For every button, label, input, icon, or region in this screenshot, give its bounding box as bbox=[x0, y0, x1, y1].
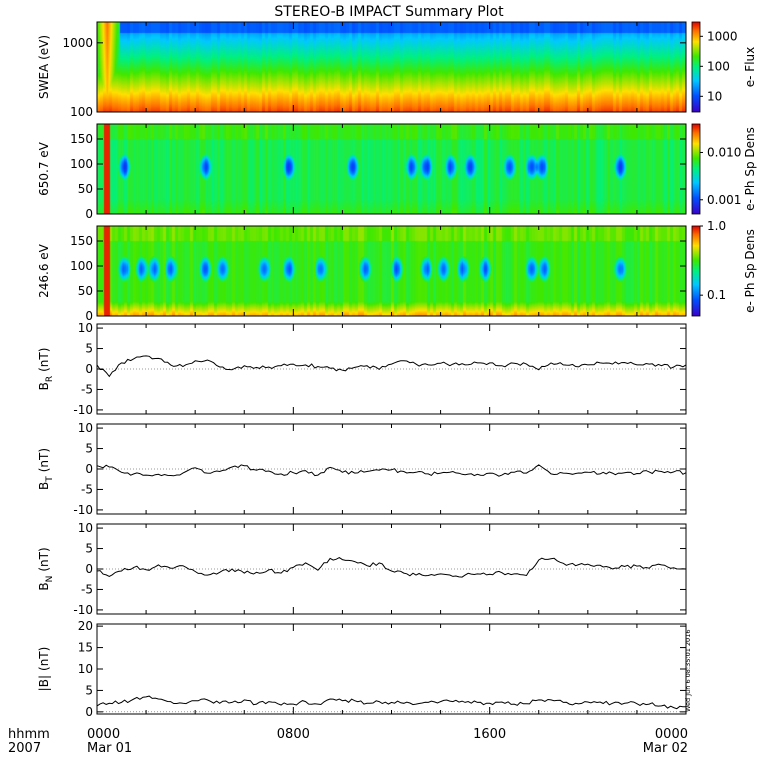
y-tick-label: 1000 bbox=[62, 36, 93, 50]
colorbar-label: e- Ph Sp Dens bbox=[743, 127, 757, 211]
y-tick-label: -10 bbox=[73, 403, 93, 417]
y-tick-label: 5 bbox=[85, 442, 93, 456]
series-line-bn bbox=[96, 557, 687, 578]
panel-pad650: 0.001 0.010 e- Ph Sp Dens 0 50 100 150 650.7 eV bbox=[37, 123, 757, 221]
panel-swea: 10 100 1000 e- Flux 100 1000 SWEA (eV) bbox=[37, 21, 757, 119]
panel-bn: -10 -5 0 5 10 BN (nT) bbox=[37, 521, 687, 617]
colorbar-tick-label: 0.1 bbox=[707, 288, 726, 302]
y-label-main: B bbox=[37, 482, 51, 490]
y-label-sub: N bbox=[45, 576, 55, 583]
y-label-unit: (nT) bbox=[37, 348, 51, 372]
date-tick-label: Mar 01 bbox=[87, 741, 132, 756]
y-tick-label: 0 bbox=[85, 462, 93, 476]
colorbar-tick-label: 1.0 bbox=[707, 219, 726, 233]
colorbar-tick-label: 0.001 bbox=[707, 193, 741, 207]
y-tick-label: 0 bbox=[85, 207, 93, 221]
y-tick-label: 150 bbox=[70, 132, 93, 146]
y-axis-label: SWEA (eV) bbox=[37, 35, 51, 99]
y-axis-label: BT (nT) bbox=[37, 448, 55, 490]
y-tick-label: 15 bbox=[78, 641, 93, 655]
y-axis-label: BR (nT) bbox=[37, 348, 55, 391]
y-axis-label: BN (nT) bbox=[37, 547, 55, 590]
time-tick-label: 0000 bbox=[87, 727, 120, 742]
y-axis-label: 650.7 eV bbox=[37, 141, 51, 196]
panel-frame bbox=[96, 623, 687, 715]
y-tick-label: 100 bbox=[70, 157, 93, 171]
colorbar-pad650 bbox=[691, 123, 701, 215]
time-tick-label: 0000 bbox=[655, 727, 688, 742]
colorbar-pad246 bbox=[691, 225, 701, 317]
time-tick-label: 1600 bbox=[473, 727, 506, 742]
y-label-unit: (nT) bbox=[37, 647, 51, 671]
panel-bt: -10 -5 0 5 10 BT (nT) bbox=[37, 421, 687, 517]
y-tick-label: 20 bbox=[78, 619, 93, 633]
colorbar-tick-label: 1000 bbox=[707, 29, 738, 43]
y-tick-label: -5 bbox=[81, 582, 93, 596]
y-tick-label: -10 bbox=[73, 603, 93, 617]
y-tick-label: 0 bbox=[85, 362, 93, 376]
colorbar-label: e- Flux bbox=[743, 47, 757, 87]
timestamp-label: Wed Jun 6 08:35:01 2016 bbox=[684, 630, 692, 712]
series-line-bt bbox=[96, 464, 687, 477]
y-label-unit: (nT) bbox=[37, 448, 51, 472]
y-label-main: B bbox=[37, 382, 51, 390]
y-tick-label: 10 bbox=[78, 521, 93, 535]
y-tick-label: 50 bbox=[78, 284, 93, 298]
y-tick-label: -10 bbox=[73, 503, 93, 517]
plot-title: STEREO-B IMPACT Summary Plot bbox=[274, 4, 504, 20]
colorbar-swea bbox=[691, 21, 701, 113]
y-axis-label: 246.6 eV bbox=[37, 243, 51, 298]
y-tick-label: 10 bbox=[78, 421, 93, 435]
panel-pad246: 0.1 1.0 e- Ph Sp Dens 0 50 100 150 246.6 eV bbox=[37, 219, 757, 323]
y-label-main: B bbox=[37, 582, 51, 590]
y-tick-label: -5 bbox=[81, 382, 93, 396]
y-tick-label: 0 bbox=[85, 705, 93, 719]
heatmap-image-pad650 bbox=[97, 124, 686, 214]
y-tick-label: 100 bbox=[70, 105, 93, 119]
y-axis-label: |B| (nT) bbox=[37, 647, 51, 692]
colorbar-tick-label: 100 bbox=[707, 59, 730, 73]
y-tick-label: 5 bbox=[85, 683, 93, 697]
panel-bmag: 0 5 10 15 20 |B| (nT) bbox=[37, 619, 687, 719]
y-label-main: |B| bbox=[37, 675, 51, 691]
colorbar-tick-label: 10 bbox=[707, 89, 722, 103]
colorbar-tick-label: 0.010 bbox=[707, 145, 741, 159]
y-tick-label: 150 bbox=[70, 234, 93, 248]
y-tick-label: 0 bbox=[85, 562, 93, 576]
y-tick-label: 10 bbox=[78, 321, 93, 335]
date-tick-label: Mar 02 bbox=[643, 741, 688, 756]
y-tick-label: 0 bbox=[85, 309, 93, 323]
time-axis-corner-top: hhmm bbox=[8, 727, 50, 742]
y-label-unit: (nT) bbox=[37, 547, 51, 571]
colorbar-label: e- Ph Sp Dens bbox=[743, 229, 757, 313]
y-tick-label: 5 bbox=[85, 542, 93, 556]
series-line-br bbox=[96, 355, 687, 378]
series-line-bmag bbox=[96, 695, 686, 710]
y-tick-label: 5 bbox=[85, 342, 93, 356]
y-tick-label: 50 bbox=[78, 182, 93, 196]
y-label-sub: R bbox=[45, 376, 55, 382]
time-tick-label: 0800 bbox=[277, 727, 310, 742]
y-tick-label: -5 bbox=[81, 482, 93, 496]
heatmap-image-swea bbox=[97, 22, 686, 112]
panel-br: -10 -5 0 5 10 BR (nT) bbox=[37, 321, 687, 417]
y-label-sub: T bbox=[45, 476, 55, 483]
heatmap-image-pad246 bbox=[97, 226, 686, 316]
y-tick-label: 10 bbox=[78, 662, 93, 676]
time-axis-corner-bottom: 2007 bbox=[8, 741, 41, 756]
y-tick-label: 100 bbox=[70, 259, 93, 273]
